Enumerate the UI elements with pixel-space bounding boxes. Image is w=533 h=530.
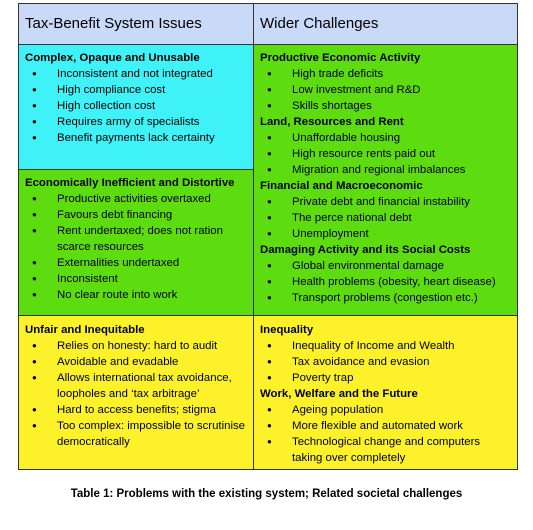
header-wider-challenges: Wider Challenges — [254, 4, 517, 44]
section-title: Economically Inefficient and Distortive — [25, 177, 235, 189]
list-item: Rent undertaxed; does not ration scarce … — [32, 223, 248, 255]
bullet-list: Inequality of Income and Wealth Tax avoi… — [260, 338, 512, 386]
bullet-list: Unaffordable housing High resource rents… — [260, 130, 512, 178]
list-item: Externalities undertaxed — [32, 255, 248, 271]
cell-complex-opaque: Complex, Opaque and Unusable Inconsisten… — [19, 45, 253, 169]
row-divider — [19, 169, 253, 170]
section-title: Unfair and Inequitable — [25, 324, 145, 336]
list-item: More flexible and automated work — [267, 418, 512, 434]
list-item: Health problems (obesity, heart disease) — [267, 274, 512, 290]
list-item: Relies on honesty: hard to audit — [32, 338, 248, 354]
section-title: Damaging Activity and its Social Costs — [260, 244, 471, 256]
cell-inequality-work: Inequality Inequality of Income and Weal… — [254, 316, 517, 469]
bullet-list: Relies on honesty: hard to audit Avoidab… — [25, 338, 248, 450]
list-item: Migration and regional imbalances — [267, 162, 512, 178]
list-item: Transport problems (congestion etc.) — [267, 290, 512, 306]
section-title: Productive Economic Activity — [260, 52, 421, 64]
list-item: Allows international tax avoidance, loop… — [32, 370, 248, 402]
bullet-list: Ageing population More flexible and auto… — [260, 402, 512, 466]
list-item: Unemployment — [267, 226, 512, 242]
row-divider — [19, 44, 517, 45]
list-item: Low investment and R&D — [267, 82, 512, 98]
issues-table: Tax-Benefit System Issues Wider Challeng… — [18, 3, 518, 470]
list-item: Technological change and computers takin… — [267, 434, 512, 466]
bullet-list: Productive activities overtaxed Favours … — [25, 191, 248, 303]
list-item: Too complex: impossible to scrutinise de… — [32, 418, 248, 450]
list-item: Inconsistent — [32, 271, 248, 287]
cell-unfair-inequitable: Unfair and Inequitable Relies on honesty… — [19, 316, 253, 469]
list-item: Hard to access benefits; stigma — [32, 402, 248, 418]
list-item: Tax avoidance and evasion — [267, 354, 512, 370]
list-item: Favours debt financing — [32, 207, 248, 223]
list-item: Avoidable and evadable — [32, 354, 248, 370]
list-item: Productive activities overtaxed — [32, 191, 248, 207]
section-title: Land, Resources and Rent — [260, 116, 404, 128]
cell-wider-challenges-green: Productive Economic Activity High trade … — [254, 45, 517, 315]
bullet-list: Private debt and financial instability T… — [260, 194, 512, 242]
section-title: Complex, Opaque and Unusable — [25, 52, 200, 64]
list-item: Poverty trap — [267, 370, 512, 386]
list-item: High collection cost — [32, 98, 248, 114]
column-divider — [253, 4, 254, 469]
list-item: Ageing population — [267, 402, 512, 418]
list-item: Private debt and financial instability — [267, 194, 512, 210]
list-item: Unaffordable housing — [267, 130, 512, 146]
section-title: Work, Welfare and the Future — [260, 388, 418, 400]
list-item: Inconsistent and not integrated — [32, 66, 248, 82]
bullet-list: High trade deficits Low investment and R… — [260, 66, 512, 114]
header-tax-benefit: Tax-Benefit System Issues — [19, 4, 253, 44]
list-item: High trade deficits — [267, 66, 512, 82]
bullet-list: Global environmental damage Health probl… — [260, 258, 512, 306]
list-item: Requires army of specialists — [32, 114, 248, 130]
section-title: Inequality — [260, 324, 314, 336]
row-divider — [19, 315, 517, 316]
list-item: High resource rents paid out — [267, 146, 512, 162]
bullet-list: Inconsistent and not integrated High com… — [25, 66, 248, 146]
list-item: The perce national debt — [267, 210, 512, 226]
list-item: Benefit payments lack certainty — [32, 130, 248, 146]
list-item: Global environmental damage — [267, 258, 512, 274]
table-caption: Table 1: Problems with the existing syst… — [70, 488, 463, 500]
list-item: High compliance cost — [32, 82, 248, 98]
list-item: Inequality of Income and Wealth — [267, 338, 512, 354]
cell-economically-inefficient: Economically Inefficient and Distortive … — [19, 170, 253, 315]
list-item: Skills shortages — [267, 98, 512, 114]
section-title: Financial and Macroeconomic — [260, 180, 423, 192]
list-item: No clear route into work — [32, 287, 248, 303]
